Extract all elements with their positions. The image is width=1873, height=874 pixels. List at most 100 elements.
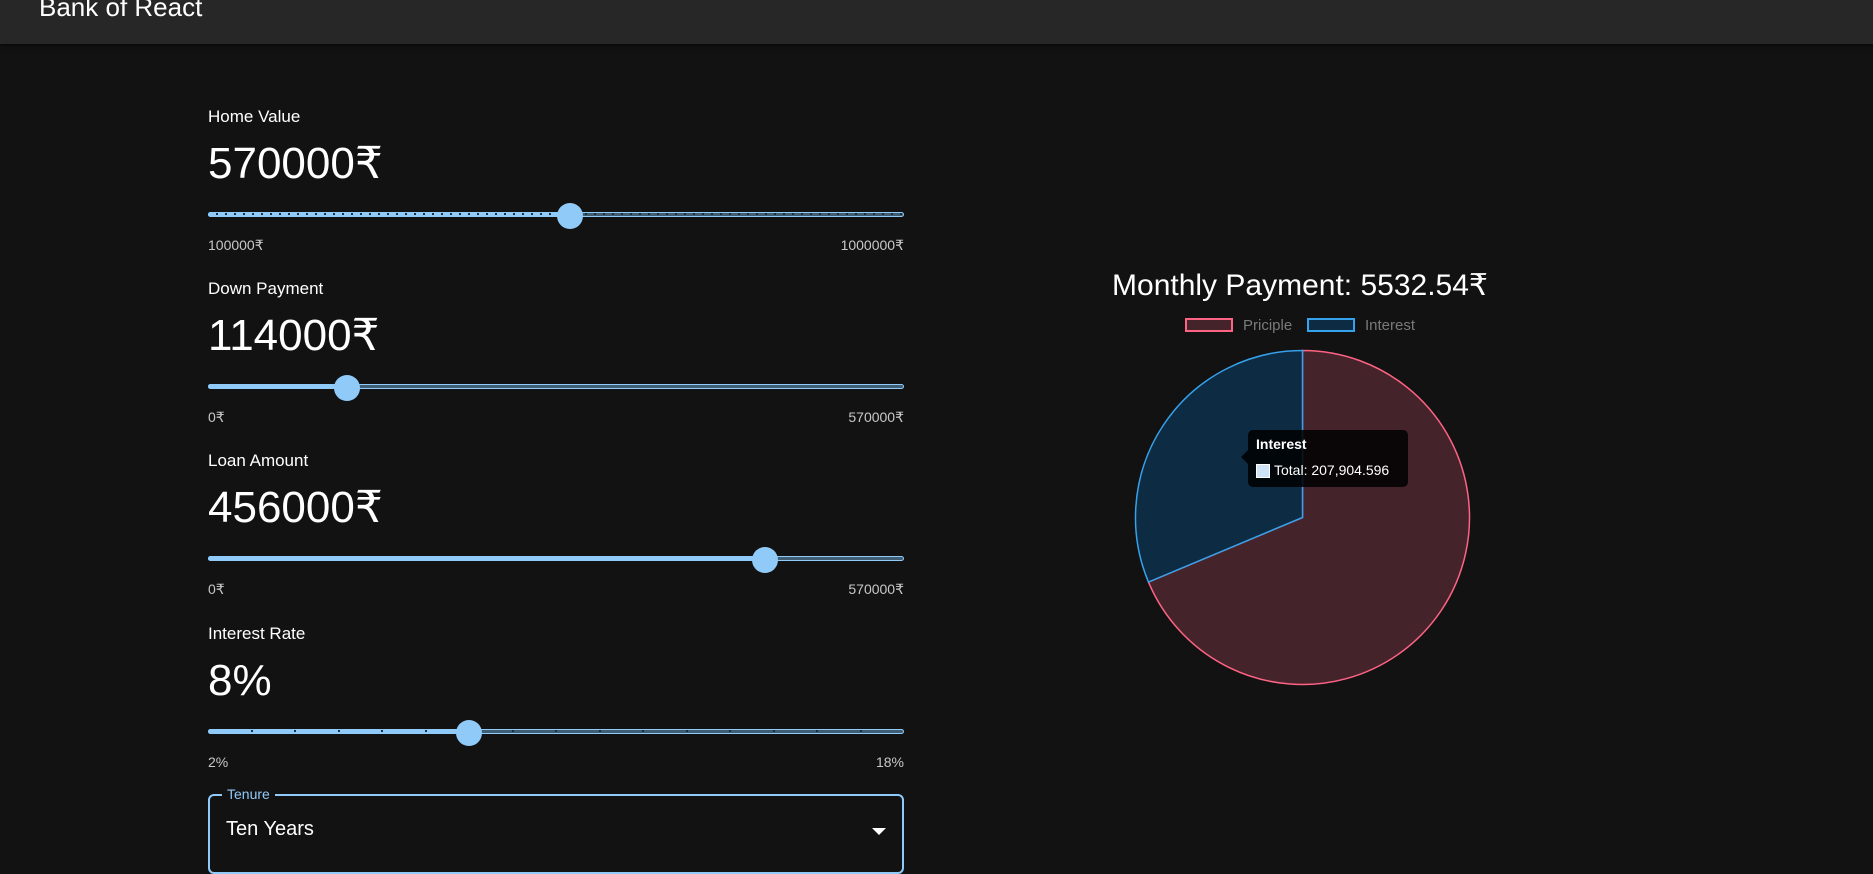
slider-mark [630, 213, 632, 215]
slider-mark [549, 213, 551, 215]
interest-rate-field: Interest Rate 8% 2% 18% [208, 624, 904, 774]
payment-pie-chart[interactable] [1130, 345, 1475, 690]
field-value: 456000₹ [208, 483, 383, 532]
slider-mark [216, 213, 218, 215]
slider-mark [261, 213, 263, 215]
slider-mark [225, 213, 227, 215]
field-value: 570000₹ [208, 139, 383, 188]
slider-mark [747, 213, 749, 215]
slider-mark [765, 213, 767, 215]
slider-mark [657, 213, 659, 215]
slider-thumb[interactable] [456, 720, 482, 746]
home-value-slider[interactable] [208, 203, 904, 229]
slider-mark [234, 213, 236, 215]
slider-mark [441, 213, 443, 215]
pie-slice-interest[interactable] [1134, 349, 1304, 584]
slider-mark [504, 213, 506, 215]
slider-mark [243, 213, 245, 215]
slider-thumb[interactable] [751, 547, 778, 573]
app-title: Bank of React [39, 0, 203, 22]
slider-mark [337, 730, 340, 732]
slider-mark [729, 213, 731, 215]
slider-mark [783, 213, 785, 215]
slider-mark [598, 730, 601, 732]
slider-max-label: 1000000₹ [840, 237, 904, 253]
home-value-field: Home Value 570000₹ 100000₹ 1000000₹ [208, 107, 904, 257]
slider-mark [468, 213, 470, 215]
slider-mark [423, 213, 425, 215]
slider-mark [405, 213, 407, 215]
slider-mark [891, 213, 893, 215]
slider-mark [270, 213, 272, 215]
slider-mark [603, 213, 605, 215]
slider-mark [738, 213, 740, 215]
slider-mark [522, 213, 524, 215]
slider-mark [772, 730, 775, 732]
interest-rate-slider[interactable] [208, 720, 904, 746]
slider-limits: 100000₹ 1000000₹ [208, 237, 904, 253]
slider-limits: 0₹ 570000₹ [208, 409, 904, 425]
loan-amount-slider[interactable] [208, 547, 904, 573]
slider-mark [702, 213, 704, 215]
slider-mark [279, 213, 281, 215]
slider-mark [342, 213, 344, 215]
slider-mark [333, 213, 335, 215]
slider-min-label: 100000₹ [208, 237, 264, 253]
slider-mark [639, 213, 641, 215]
slider-track [208, 384, 348, 389]
slider-thumb[interactable] [556, 203, 583, 229]
slider-mark [666, 213, 668, 215]
slider-mark [360, 213, 362, 215]
field-value: 114000₹ [208, 311, 380, 360]
app-bar: Bank of React [0, 0, 1873, 44]
slider-mark [864, 213, 866, 215]
slider-mark [846, 213, 848, 215]
slider-mark [351, 213, 353, 215]
slider-mark [477, 213, 479, 215]
slider-thumb[interactable] [334, 375, 361, 401]
chart-tooltip: Interest Total: 207,904.596 [1241, 430, 1408, 487]
slider-min-label: 0₹ [208, 409, 225, 425]
chart-title: Monthly Payment: 5532.54₹ [1112, 269, 1488, 302]
slider-mark [513, 213, 515, 215]
tenure-label: Tenure [222, 786, 275, 802]
field-label: Interest Rate [208, 624, 306, 643]
slider-min-label: 2% [208, 754, 229, 770]
slider-mark [801, 213, 803, 215]
slider-mark [459, 213, 461, 215]
down-payment-slider[interactable] [208, 375, 904, 401]
slider-mark [315, 213, 317, 215]
slider-max-label: 570000₹ [848, 409, 904, 425]
tooltip-title: Interest [1256, 436, 1307, 452]
tooltip-swatch [1256, 464, 1270, 478]
slider-mark [378, 213, 380, 215]
slider-mark [828, 213, 830, 215]
slider-mark [288, 213, 290, 215]
tenure-value[interactable]: Ten Years [226, 818, 314, 840]
down-payment-field: Down Payment 114000₹ 0₹ 570000₹ [208, 279, 904, 429]
slider-mark [369, 213, 371, 215]
legend-label: Interest [1365, 317, 1416, 334]
slider-mark [252, 213, 254, 215]
slider-mark [424, 730, 427, 732]
slider-mark [585, 213, 587, 215]
slider-mark [859, 730, 862, 732]
slider-mark [381, 730, 383, 732]
field-label: Home Value [208, 107, 301, 126]
dropdown-arrow-icon[interactable] [872, 828, 886, 835]
slider-mark [711, 213, 713, 215]
loan-amount-field: Loan Amount 456000₹ 0₹ 570000₹ [208, 451, 904, 601]
slider-mark [693, 213, 695, 215]
slider-mark [684, 213, 686, 215]
slider-min-label: 0₹ [208, 581, 225, 597]
slider-mark [294, 730, 296, 732]
slider-mark [810, 213, 812, 215]
slider-mark [396, 213, 398, 215]
slider-mark [621, 213, 623, 215]
slider-mark [531, 213, 533, 215]
slider-mark [774, 213, 776, 215]
tenure-select[interactable]: Tenure Ten Years [208, 786, 904, 874]
slider-max-label: 570000₹ [848, 581, 904, 597]
slider-mark [511, 730, 514, 732]
slider-mark [555, 730, 557, 732]
